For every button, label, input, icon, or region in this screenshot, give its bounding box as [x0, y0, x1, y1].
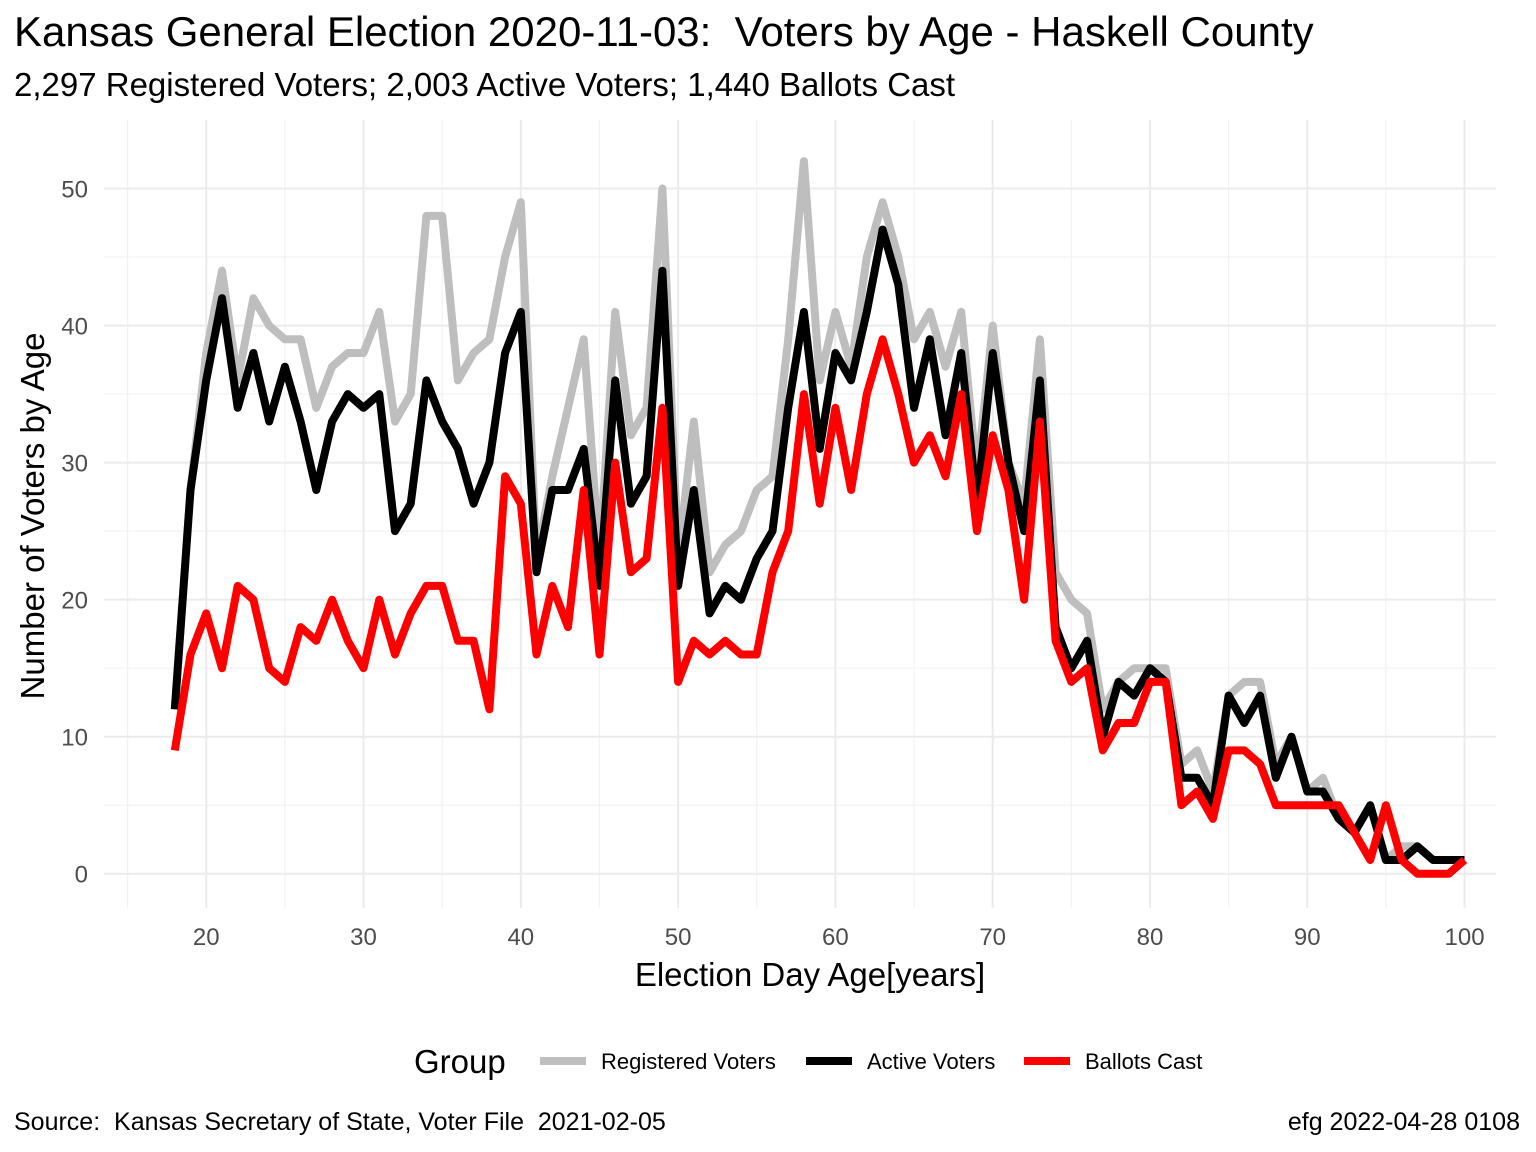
x-tick-label: 60 — [822, 924, 849, 951]
y-axis-ticks: 0 10 20 30 40 50 — [61, 177, 88, 889]
legend-label-active-voters: Active Voters — [867, 1049, 995, 1074]
series-lines — [170, 157, 1468, 878]
y-tick-label: 50 — [61, 177, 88, 204]
legend: Group Registered Voters Active Voters Ball… — [414, 1043, 1202, 1080]
y-tick-label: 40 — [61, 314, 88, 341]
x-tick-label: 80 — [1137, 924, 1164, 951]
x-tick-label: 40 — [507, 924, 534, 951]
source-caption: Source: Kansas Secretary of State, Voter… — [14, 1108, 666, 1136]
x-axis-title: Election Day Age[years] — [635, 956, 985, 993]
legend-label-ballots-cast: Ballots Cast — [1085, 1049, 1202, 1074]
y-tick-label: 30 — [61, 451, 88, 478]
series-line-registered-voters — [170, 157, 1465, 864]
x-axis-ticks: 20 30 40 50 60 70 80 90 100 — [193, 924, 1485, 951]
legend-title: Group — [414, 1043, 506, 1080]
y-tick-label: 0 — [75, 862, 88, 889]
x-tick-label: 50 — [665, 924, 692, 951]
x-tick-label: 30 — [350, 924, 377, 951]
y-tick-label: 10 — [61, 725, 88, 752]
chart-subtitle: 2,297 Registered Voters; 2,003 Active Vo… — [14, 66, 956, 103]
x-tick-label: 90 — [1294, 924, 1321, 951]
x-tick-label: 70 — [979, 924, 1006, 951]
x-tick-label: 20 — [193, 924, 220, 951]
legend-label-registered-voters: Registered Voters — [601, 1049, 776, 1074]
credit-caption: efg 2022-04-28 0108 — [1287, 1108, 1520, 1136]
x-tick-label: 100 — [1445, 924, 1485, 951]
y-tick-label: 20 — [61, 588, 88, 615]
series-line-ballots-cast — [170, 335, 1468, 878]
chart-title: Kansas General Election 2020-11-03: Vote… — [14, 8, 1314, 55]
series-line-active-voters — [170, 225, 1465, 864]
y-axis-title: Number of Voters by Age — [14, 333, 51, 700]
